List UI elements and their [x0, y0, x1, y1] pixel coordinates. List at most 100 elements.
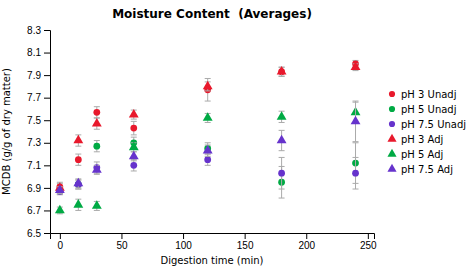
point [129, 109, 139, 118]
legend-symbol [387, 134, 396, 142]
legend-symbol [387, 164, 396, 172]
marks [55, 60, 361, 213]
tick: 250 [360, 233, 377, 251]
point [55, 205, 65, 214]
legend-entry: pH 7.5 Adj [387, 164, 452, 175]
legend-symbol [389, 121, 395, 127]
tick: 7.7 [27, 92, 50, 103]
point [55, 184, 65, 193]
tick: 6.7 [27, 205, 50, 216]
series [56, 60, 358, 191]
error-bar [94, 141, 100, 152]
point [204, 156, 211, 163]
tick: 8.1 [27, 47, 50, 58]
legend-symbol [389, 106, 395, 112]
point [92, 118, 102, 127]
point [73, 199, 83, 208]
x-axis-title: Digestion time (min) [161, 255, 264, 266]
tick-mark [183, 233, 184, 239]
error-bar [279, 157, 285, 189]
tick-label: 7.3 [27, 137, 41, 148]
legend-label: pH 7.5 Adj [401, 164, 453, 175]
legend-entry: pH 5 Adj [387, 149, 443, 160]
tick-mark [44, 143, 50, 144]
tick-mark [306, 233, 307, 239]
point [278, 170, 285, 177]
error-bar [75, 154, 81, 165]
series [55, 62, 361, 193]
tick: 100 [175, 233, 192, 251]
point [93, 143, 100, 150]
point [73, 178, 83, 187]
point [203, 112, 213, 121]
legend-entry: pH 3 Unadj [389, 89, 457, 100]
tick-label: 150 [237, 240, 254, 251]
tick: 8.3 [27, 25, 50, 36]
tick: 50 [116, 233, 128, 251]
point [73, 135, 83, 144]
legend-entry: pH 3 Adj [387, 134, 443, 145]
x-axis: 0 50 100 150 200 250 [51, 233, 378, 251]
tick-label: 7.7 [27, 92, 41, 103]
series [55, 102, 361, 214]
y-axis-title: MCDB (g/g of dry matter) [1, 68, 12, 195]
y-axis: 6.5 6.7 6.9 7.1 7.3 7.5 7.7 7.9 8.1 8.3 [27, 25, 50, 239]
legend-symbol [387, 149, 396, 157]
tick: 7.1 [27, 160, 50, 171]
tick-label: 7.5 [27, 115, 41, 126]
chart: 0 50 100 150 200 250 6.5 6.7 6.9 7.1 7.3 7.5 7.7 7.9 8… [0, 0, 474, 269]
tick-mark [60, 233, 61, 239]
tick-mark [44, 165, 50, 166]
tick-mark [44, 75, 50, 76]
legend-symbol [389, 91, 395, 97]
tick-mark [44, 30, 50, 31]
tick-label: 6.7 [27, 205, 41, 216]
legend-entry: pH 7.5 Unadj [389, 119, 466, 130]
tick-label: 0 [58, 240, 64, 251]
point [130, 162, 137, 169]
legend-label: pH 5 Adj [401, 149, 443, 160]
tick: 0 [58, 233, 64, 251]
x-axis-line [51, 234, 375, 240]
tick-mark [44, 120, 50, 121]
point [92, 200, 102, 209]
error-bar [94, 107, 100, 118]
tick-label: 250 [360, 240, 377, 251]
series [56, 137, 358, 198]
tick: 7.3 [27, 137, 50, 148]
tick-mark [368, 233, 369, 239]
point [277, 111, 287, 120]
tick-label: 7.9 [27, 70, 41, 81]
legend: pH 3 Unadj pH 5 Unadj pH 7.5 Unadj pH 3 Adj… [387, 89, 466, 175]
tick: 6.5 [27, 228, 50, 239]
error-bar [131, 160, 137, 171]
tick-mark [121, 233, 122, 239]
point [351, 116, 361, 125]
tick: 6.9 [27, 183, 50, 194]
point [203, 145, 213, 154]
legend-label: pH 3 Adj [401, 134, 443, 145]
legend-label: pH 3 Unadj [401, 89, 457, 100]
tick-label: 7.1 [27, 160, 41, 171]
point [203, 81, 213, 90]
tick: 150 [237, 233, 254, 251]
legend-entry: pH 5 Unadj [389, 104, 457, 115]
point [351, 62, 361, 71]
series [55, 101, 361, 193]
tick-mark [44, 188, 50, 189]
tick-label: 8.3 [27, 25, 41, 36]
tick: 7.5 [27, 115, 50, 126]
tick-mark [44, 53, 50, 54]
tick-mark [44, 233, 50, 234]
legend-label: pH 7.5 Unadj [401, 119, 466, 130]
legend-label: pH 5 Unadj [401, 104, 457, 115]
tick-label: 8.1 [27, 47, 41, 58]
series [56, 154, 358, 195]
tick-mark [44, 210, 50, 211]
point [75, 156, 82, 163]
tick-mark [245, 233, 246, 239]
tick-label: 6.5 [27, 228, 41, 239]
tick: 7.9 [27, 70, 50, 81]
point [130, 125, 137, 132]
tick: 200 [298, 233, 315, 251]
